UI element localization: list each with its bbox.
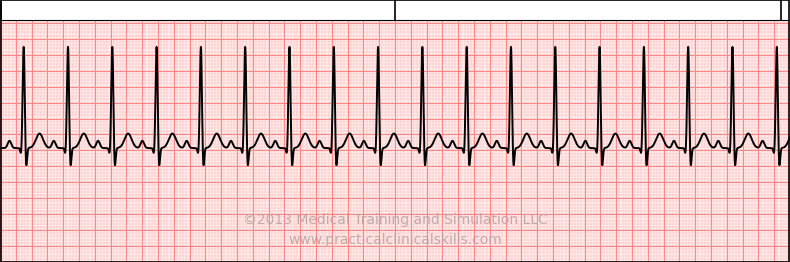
Text: ©2013 Medical Training and Simulation LLC: ©2013 Medical Training and Simulation LL… (243, 212, 547, 227)
Text: www.practicalclinicalskills.com: www.practicalclinicalskills.com (288, 233, 502, 247)
